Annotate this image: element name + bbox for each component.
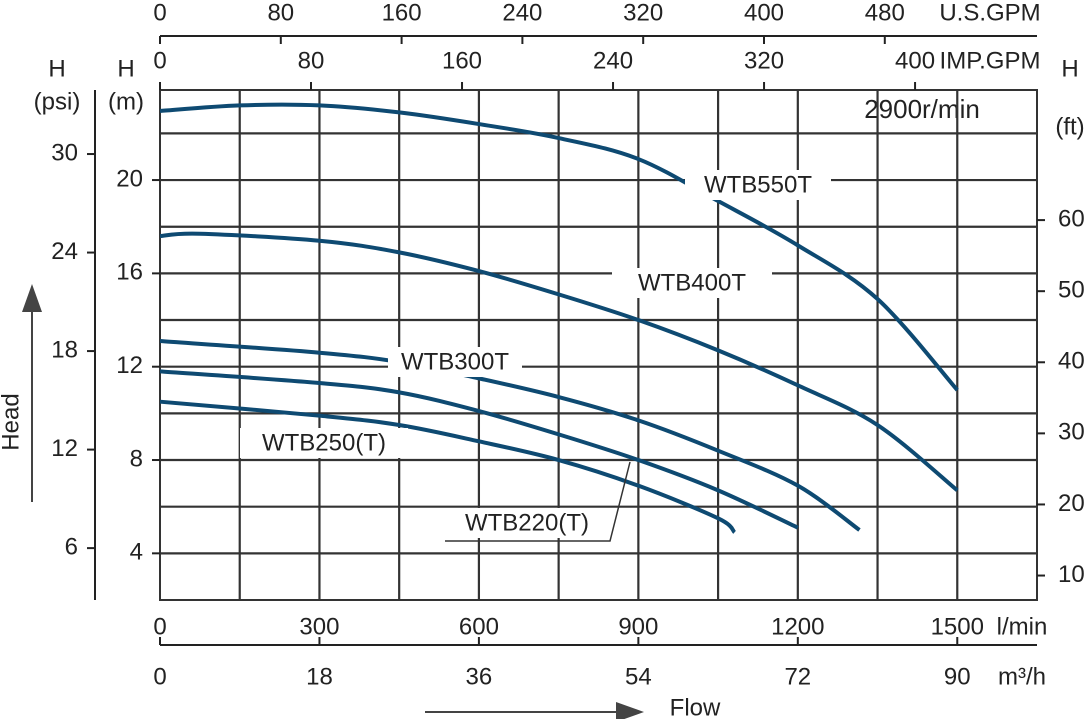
x-tick-label: 400 [744,0,784,26]
plot-frame [159,89,1038,601]
curve-label: WTB550T [704,171,812,198]
x-tick-label: 240 [593,47,633,74]
y-axis-label: H [117,55,134,82]
y-axis-label: H [48,55,65,82]
x-tick-label: 160 [382,0,422,26]
y-tick-label: 16 [116,259,143,286]
y-axis-label: H [1061,55,1078,82]
x-tick-label: 1200 [771,613,824,640]
x-tick-label: 240 [502,0,542,26]
x-tick-label: 600 [459,613,499,640]
y-tick-label: 6 [65,533,78,560]
y-tick-label: 24 [51,238,78,265]
x-tick-label: 160 [442,47,482,74]
y-tick-label: 12 [116,352,143,379]
curve [159,231,959,492]
label-bg [240,428,408,458]
x-tick-label: 18 [306,663,333,690]
y-tick-label: 18 [51,336,78,363]
x-unit: IMP.GPM [940,47,1041,74]
curve-label: WTB250(T) [262,429,386,456]
x-tick-label: 0 [153,0,166,26]
y-tick-label: 40 [1058,348,1085,375]
x-tick-label: 480 [865,0,905,26]
speed-box [830,92,1032,130]
x-tick-label: 54 [625,663,652,690]
label-bg [388,347,522,377]
y-tick-label: 20 [1058,490,1085,517]
x-tick-label: 0 [153,663,166,690]
y-tick-label: 30 [51,139,78,166]
x-tick-label: 80 [267,0,294,26]
label-bg [444,508,610,538]
y-tick-label: 20 [116,165,143,192]
x-tick-label: 300 [299,613,339,640]
curve [159,399,737,534]
y-tick-label: 30 [1058,419,1085,446]
speed-label: 2900r/min [864,94,980,124]
curve [159,369,799,530]
x-unit: l/min [997,613,1048,640]
leader-line [445,461,631,542]
x-tick-label: 400 [895,47,935,74]
x-tick-label: 80 [298,47,325,74]
x-tick-label: 90 [944,663,971,690]
y-axis-title: Head [0,393,24,450]
curve-label: WTB400T [638,269,746,296]
y-tick-label: 8 [130,445,143,472]
y-tick-label: 50 [1058,277,1085,304]
x-unit: m³/h [998,663,1046,690]
x-tick-label: 36 [466,663,493,690]
curve [159,339,861,532]
x-tick-label: 320 [744,47,784,74]
y-tick-label: 10 [1058,561,1085,588]
x-tick-label: 72 [784,663,811,690]
y-axis-label: (psi) [34,88,81,115]
x-tick-label: 0 [153,47,166,74]
x-tick-label: 0 [153,613,166,640]
y-axis-label: (ft) [1055,113,1084,140]
x-tick-label: 900 [618,613,658,640]
x-axis-title: Flow [670,694,721,719]
label-bg [685,170,831,200]
y-tick-label: 12 [51,435,78,462]
y-axis-label: (m) [108,88,144,115]
y-tick-label: 4 [130,539,143,566]
curve-label: WTB300T [401,348,509,375]
x-tick-label: 1500 [931,613,984,640]
x-unit: U.S.GPM [939,0,1040,26]
x-tick-label: 320 [623,0,663,26]
curve-label: WTB220(T) [465,509,589,536]
curve [159,102,959,392]
label-bg [612,268,772,298]
y-tick-label: 60 [1058,205,1085,232]
